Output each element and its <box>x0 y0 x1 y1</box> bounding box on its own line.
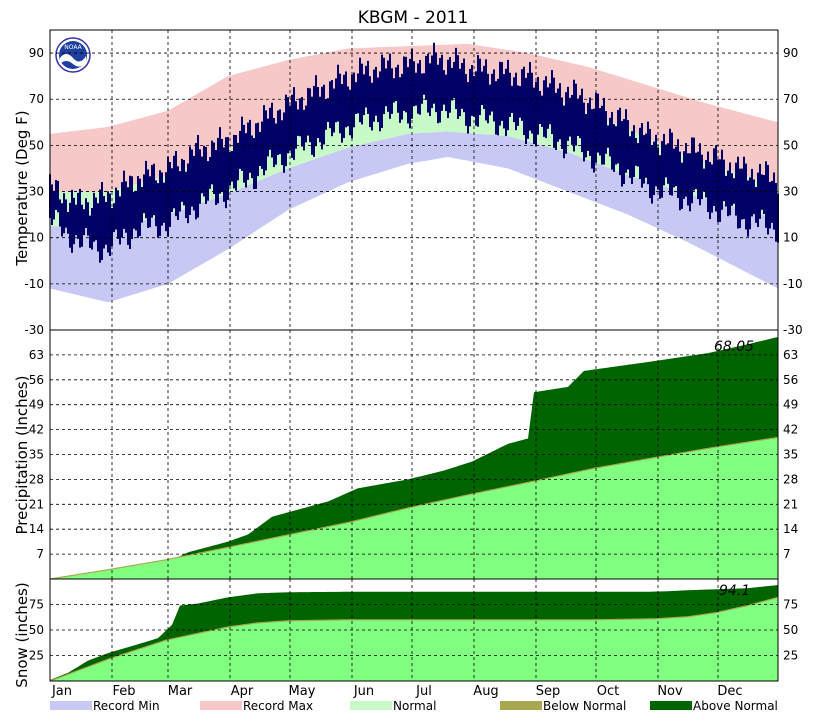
month-label: Jan <box>51 684 72 699</box>
month-label: Aug <box>473 684 498 699</box>
legend-label: Normal <box>393 699 436 713</box>
snow-tick-right: 75 <box>783 598 798 612</box>
temperature-tick-right: -10 <box>783 277 803 291</box>
temperature-tick-right: 70 <box>783 92 798 106</box>
noaa-logo-text: NOAA <box>64 44 82 51</box>
legend-label: Record Min <box>93 699 160 713</box>
precipitation-panel: 63 63 56 56 49 49 42 42 35 35 28 28 21 21 14 14 7 7 <box>29 329 798 580</box>
precipitation-tick-right: 7 <box>783 547 791 561</box>
precipitation-tick-right: 21 <box>783 497 798 511</box>
noaa-logo-icon: NOAA <box>55 37 91 73</box>
normal-precip-line <box>49 436 779 580</box>
precipitation-tick-left: 14 <box>29 522 44 536</box>
temperature-tick-left: 90 <box>29 46 44 60</box>
snow-total-label: 94.1 <box>719 583 750 599</box>
temperature-tick-left: 10 <box>29 231 44 245</box>
legend-label: Below Normal <box>543 699 626 713</box>
precipitation-total-label: 68.05 <box>714 339 754 355</box>
precipitation-tick-right: 35 <box>783 448 798 462</box>
snow-tick-left: 75 <box>29 598 44 612</box>
snow-frame <box>49 578 779 682</box>
snow-panel: 75 75 50 50 25 25 <box>29 578 798 682</box>
month-label: Apr <box>231 684 254 699</box>
precipitation-tick-right: 14 <box>783 522 798 536</box>
precipitation-tick-left: 49 <box>29 398 44 412</box>
temperature-panel: 90 90 70 70 50 50 30 30 10 10 -10 -10 -30 -30 <box>24 29 803 337</box>
precipitation-tick-right: 49 <box>783 398 798 412</box>
legend-swatch <box>350 701 392 710</box>
normal-snow-line <box>49 596 779 682</box>
snow-tick-left: 25 <box>29 649 44 663</box>
temperature-tick-left: 50 <box>29 138 44 152</box>
month-label: Mar <box>168 684 193 699</box>
precipitation-tick-left: 21 <box>29 497 44 511</box>
snow-tick-left: 50 <box>29 623 44 637</box>
temperature-tick-right: -30 <box>783 323 803 337</box>
precipitation-tick-left: 56 <box>29 373 44 387</box>
temperature-tick-right: 50 <box>783 138 798 152</box>
legend-swatch <box>650 701 692 710</box>
precipitation-tick-left: 7 <box>36 547 44 561</box>
month-axis: Jan Feb Mar Apr May Jun Jul Aug Sep Oct Nov Dec <box>51 684 743 699</box>
month-label: Sep <box>536 684 561 699</box>
normal-snow-area <box>50 597 778 681</box>
precipitation-tick-right: 56 <box>783 373 798 387</box>
precipitation-axis-label: Precipitation (Inches) <box>13 376 31 535</box>
precipitation-tick-left: 63 <box>29 348 44 362</box>
precipitation-tick-right: 42 <box>783 423 798 437</box>
precipitation-tick-right: 28 <box>783 472 798 486</box>
snow-axis-label: Snow (inches) <box>13 582 31 687</box>
month-label: Jul <box>415 684 432 699</box>
legend-swatch <box>200 701 242 710</box>
precipitation-tick-left: 35 <box>29 448 44 462</box>
temperature-tick-right: 90 <box>783 46 798 60</box>
temperature-tick-right: 30 <box>783 185 798 199</box>
precipitation-tick-right: 63 <box>783 348 798 362</box>
temperature-tick-left: -10 <box>24 277 44 291</box>
month-label: Jun <box>353 684 374 699</box>
precipitation-tick-left: 28 <box>29 472 44 486</box>
month-label: May <box>289 684 316 699</box>
temperature-tick-left: -30 <box>24 323 44 337</box>
month-label: Feb <box>112 684 135 699</box>
temperature-tick-left: 70 <box>29 92 44 106</box>
month-label: Nov <box>657 684 683 699</box>
legend-swatch <box>50 701 92 710</box>
month-label: Oct <box>597 684 619 699</box>
month-label: Dec <box>717 684 742 699</box>
legend-swatch <box>500 701 542 710</box>
legend-label: Record Max <box>243 699 313 713</box>
normal-precip-area <box>50 437 778 579</box>
temperature-tick-left: 30 <box>29 185 44 199</box>
chart-title: KBGM - 2011 <box>358 8 469 28</box>
precipitation-tick-left: 42 <box>29 423 44 437</box>
legend: Record Min Record Max Normal Below Normal Ab… <box>50 699 778 713</box>
temperature-axis-label: Temperature (Deg F) <box>13 110 31 266</box>
snow-tick-right: 50 <box>783 623 798 637</box>
snow-tick-right: 25 <box>783 649 798 663</box>
temperature-tick-right: 10 <box>783 231 798 245</box>
legend-label: Above Normal <box>693 699 778 713</box>
